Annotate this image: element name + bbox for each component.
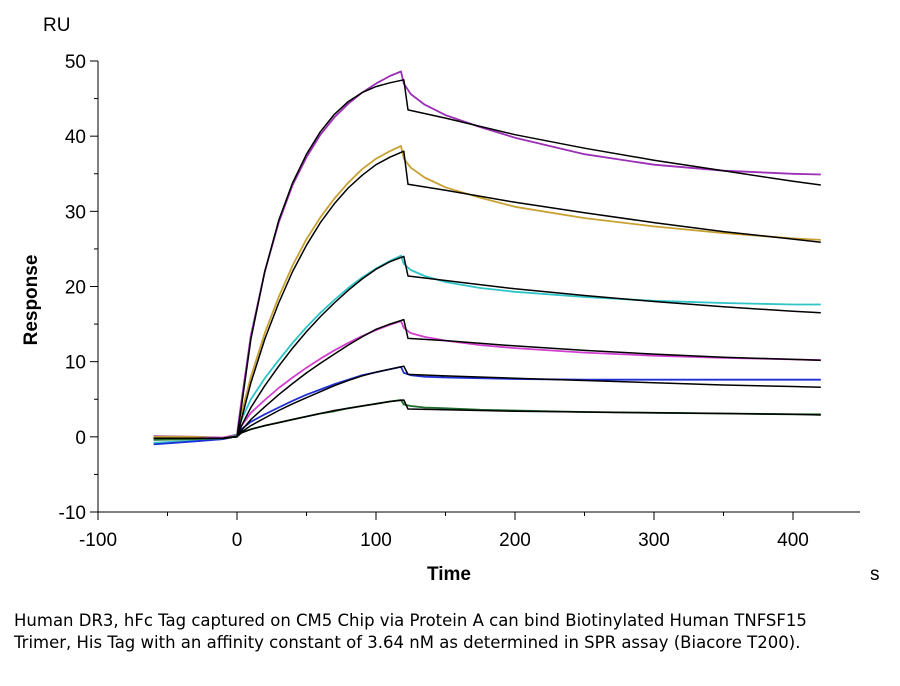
x-tick-label: 0 [232, 530, 243, 551]
x-tick-label: 300 [638, 530, 670, 551]
fit-curve-11 [153, 399, 821, 440]
series-layer [153, 70, 821, 446]
y-tick-label: 40 [65, 127, 86, 148]
x-tick-label: 100 [360, 530, 392, 551]
response-curve-1 [153, 144, 821, 440]
x-tick-label: 400 [777, 530, 809, 551]
fit-curve-7 [153, 150, 821, 440]
y-tick-label: 10 [65, 353, 86, 374]
fit-curve-8 [153, 255, 821, 440]
y-axis-title: Response [21, 255, 42, 346]
y-tick-label: 30 [65, 202, 86, 223]
y-tick-label: 50 [65, 52, 86, 73]
x-tick-label: 200 [499, 530, 531, 551]
fit-curve-9 [153, 318, 821, 440]
figure-caption: Human DR3, hFc Tag captured on CM5 Chip … [14, 611, 807, 652]
fit-curve-6 [153, 79, 821, 440]
x-unit-label: s [870, 564, 880, 585]
y-unit-label: RU [43, 15, 70, 36]
axes-layer [97, 61, 860, 513]
response-curve-4 [153, 365, 821, 446]
y-tick-label: 20 [65, 278, 86, 299]
x-tick-label: -100 [79, 530, 117, 551]
response-curve-0 [153, 70, 821, 439]
y-tick-label: -10 [59, 503, 86, 524]
response-curve-2 [153, 254, 821, 444]
y-tick-label: 0 [75, 428, 86, 449]
x-axis-title: Time [427, 564, 471, 585]
